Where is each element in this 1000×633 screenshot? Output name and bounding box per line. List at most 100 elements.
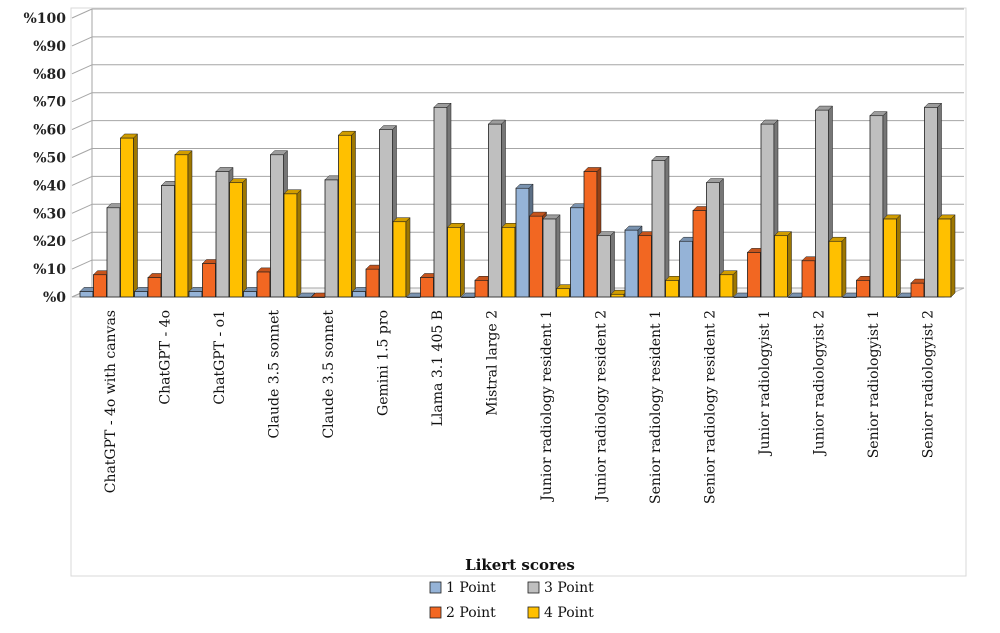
y-tick-label: %80 — [33, 67, 66, 83]
gridline-side — [71, 259, 93, 270]
bar-front — [624, 229, 639, 298]
bar-side — [950, 214, 956, 298]
bar-top — [705, 178, 725, 183]
bar-top — [624, 225, 643, 231]
bar-top — [283, 189, 302, 195]
legend-swatch — [429, 581, 442, 594]
gridline-side — [71, 203, 93, 214]
x-tick-label: ChatGPT - 4o with canvas — [103, 310, 119, 493]
bar-front — [433, 106, 448, 298]
bar — [719, 270, 738, 298]
bar-front — [542, 218, 557, 298]
bar-top — [923, 103, 943, 108]
bar-top — [446, 223, 466, 228]
bar-top — [392, 217, 411, 222]
bar-side — [841, 236, 847, 298]
bar-front — [760, 123, 775, 298]
bar-front — [665, 279, 679, 298]
bar — [297, 292, 316, 298]
bar — [228, 178, 248, 298]
bar-front — [379, 129, 393, 298]
x-tick-label: Claude 3.5 sonnet — [321, 310, 337, 439]
x-axis-title: Likert scores — [465, 556, 575, 574]
bar — [337, 130, 357, 298]
bar-front — [79, 291, 94, 298]
bar-side — [896, 214, 901, 298]
legend-label: 1 Point — [446, 580, 496, 596]
bar-front — [420, 277, 434, 298]
bar-top — [828, 236, 847, 242]
bar — [882, 214, 902, 298]
bar — [869, 111, 888, 298]
gridline-side — [71, 175, 93, 186]
gridline-side — [71, 148, 93, 158]
bar — [283, 189, 302, 298]
bar-top — [882, 214, 902, 220]
bar-front — [243, 291, 257, 298]
bar-side — [242, 178, 247, 298]
legend-label: 4 Point — [544, 605, 594, 621]
bar-front — [283, 193, 298, 298]
bar-side — [405, 217, 411, 298]
x-tick-label: Llama 3.1 405 B — [430, 310, 446, 426]
gridline-side — [71, 92, 93, 103]
bar-front — [651, 159, 666, 298]
bar — [583, 166, 602, 298]
x-tick-label: Senior radiologyist 1 — [866, 310, 882, 458]
bar-side — [555, 214, 561, 298]
bar-front — [937, 218, 952, 298]
bar-top — [651, 156, 670, 161]
bar-top — [433, 103, 452, 108]
gridline-side — [71, 36, 93, 47]
x-tick-label: Junior radiology resident 2 — [593, 310, 609, 503]
bar-front — [692, 210, 707, 298]
bar-front — [924, 106, 938, 298]
bar-side — [187, 150, 193, 298]
legend-item: 2 Point — [429, 605, 496, 621]
y-tick-label: %10 — [33, 262, 66, 278]
bar-top — [228, 178, 248, 183]
gridline-side — [71, 231, 93, 242]
bar — [119, 133, 139, 298]
bar-front — [856, 279, 870, 298]
y-axis-ticks: %0 %10 %20 %30 %40 %50 %60 %70 %80 %90 %100 — [23, 11, 66, 306]
y-tick-label: %0 — [43, 290, 66, 306]
bar-top — [760, 119, 779, 125]
bar-front — [801, 260, 816, 298]
bar-front — [324, 179, 339, 298]
x-tick-label: ChatGPT - o1 — [212, 310, 228, 405]
bars — [79, 102, 956, 298]
bar-front — [583, 171, 598, 298]
bar — [392, 217, 411, 298]
x-tick-label: Gemini 1.5 pro — [375, 310, 391, 416]
bar — [705, 178, 725, 298]
bar-front — [597, 235, 611, 298]
legend-item: 1 Point — [429, 580, 496, 596]
legend-item: 3 Point — [527, 580, 594, 596]
x-tick-label: Senior radiologyist 2 — [920, 310, 936, 458]
bar — [174, 150, 193, 298]
x-tick-label: Junior radiologyist 1 — [757, 310, 773, 457]
bar — [937, 214, 956, 298]
bar-front — [161, 184, 175, 298]
bar-top — [378, 125, 398, 130]
bar-top — [719, 270, 738, 275]
bar-front — [610, 293, 625, 298]
bar-top — [937, 214, 956, 220]
y-tick-label: %40 — [33, 178, 66, 194]
bar — [896, 292, 916, 298]
legend-swatch — [527, 581, 540, 594]
gridline-side — [71, 120, 93, 131]
legend-item: 4 Point — [527, 605, 594, 621]
x-tick-label: ChatGPT - 4o — [157, 310, 173, 405]
x-tick-label: Junior radiologyist 2 — [811, 310, 827, 457]
bar-front — [747, 251, 761, 298]
bar-front — [134, 291, 148, 298]
chart-border — [70, 7, 967, 577]
bar-side — [610, 231, 615, 298]
y-tick-label: %70 — [33, 95, 66, 111]
y-tick-label: %30 — [33, 206, 66, 222]
legend: 1 Point 2 Point 3 Point 4 Point — [429, 580, 594, 621]
bar-side — [133, 133, 138, 298]
